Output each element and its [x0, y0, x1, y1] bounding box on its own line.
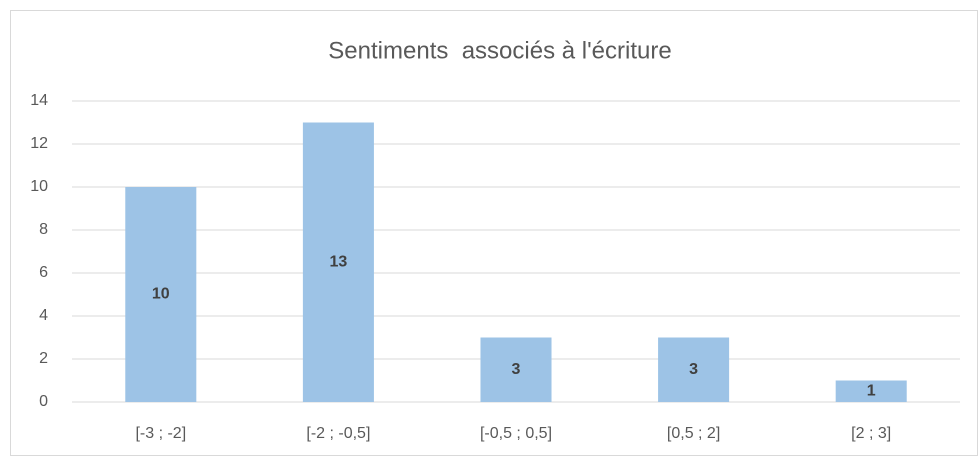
y-tick-label: 10	[30, 178, 48, 195]
data-label: 3	[689, 361, 698, 378]
x-tick-label: [-0,5 ; 0,5]	[480, 425, 552, 442]
bar	[480, 337, 552, 402]
y-tick-label: 4	[39, 307, 48, 324]
y-tick-label: 2	[39, 350, 48, 367]
data-label: 13	[330, 253, 348, 270]
x-tick-label: [-2 ; -0,5]	[306, 425, 370, 442]
x-tick-label: [-3 ; -2]	[135, 425, 186, 442]
data-label: 3	[512, 361, 521, 378]
bar	[125, 187, 197, 402]
y-tick-label: 12	[30, 135, 48, 152]
bar	[835, 380, 907, 402]
x-tick-label: [0,5 ; 2]	[667, 425, 720, 442]
x-tick-label: [2 ; 3]	[851, 425, 891, 442]
data-label: 10	[152, 286, 170, 303]
y-tick-label: 8	[39, 221, 48, 238]
y-tick-label: 0	[39, 393, 48, 410]
data-label: 1	[867, 382, 876, 399]
bar	[302, 122, 374, 402]
bar	[658, 337, 730, 402]
y-tick-label: 6	[39, 264, 48, 281]
chart-title: Sentiments associés à l'écriture	[328, 37, 671, 64]
y-tick-label: 14	[30, 92, 48, 109]
